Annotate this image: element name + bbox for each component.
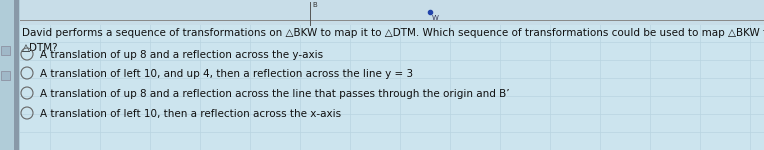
Text: A translation of left 10, then a reflection across the x-axis: A translation of left 10, then a reflect… (40, 109, 341, 119)
Bar (14, 0, 19, 150)
Text: B: B (312, 2, 317, 8)
Bar (1, 46, 10, 55)
Text: A translation of up 8 and a reflection across the y-axis: A translation of up 8 and a reflection a… (40, 50, 323, 60)
Text: A translation of left 10, and up 4, then a reflection across the line y = 3: A translation of left 10, and up 4, then… (40, 69, 413, 79)
Text: A translation of up 8 and a reflection across the line that passes through the o: A translation of up 8 and a reflection a… (40, 89, 510, 99)
Bar (0, 0, 20, 150)
Bar (20, 0, 764, 25)
Text: △DTM?: △DTM? (22, 43, 59, 53)
Bar (1, 71, 10, 80)
Text: David performs a sequence of transformations on △BKW to map it to △DTM. Which se: David performs a sequence of transformat… (22, 28, 764, 38)
Text: W: W (432, 15, 439, 21)
